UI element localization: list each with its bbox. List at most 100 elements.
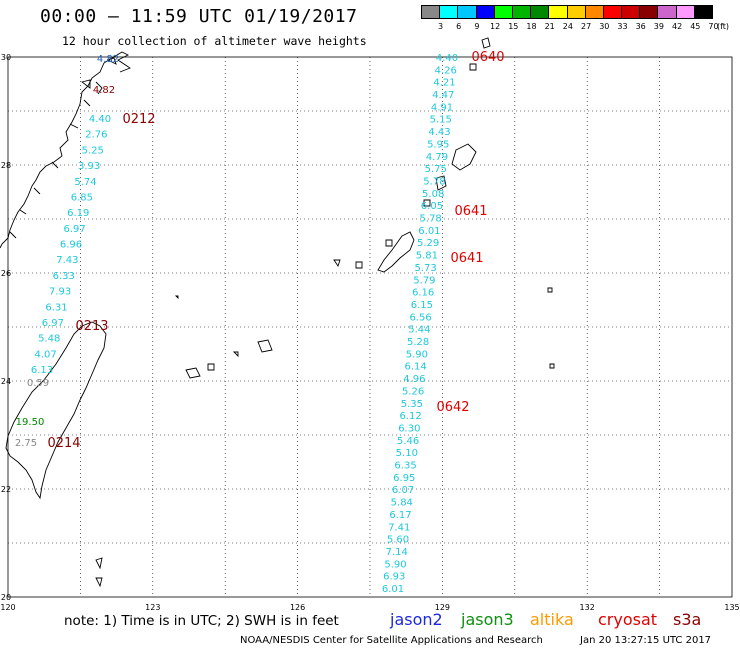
small-island-2 (385, 239, 393, 247)
wave-height-value: 6.01 (418, 226, 440, 237)
wave-height-value: 5.90 (384, 559, 406, 570)
miyako-island (257, 339, 273, 353)
wave-height-value: 7.14 (386, 547, 408, 558)
taiwan-island (5, 321, 107, 500)
wave-height-value: 6.12 (399, 411, 421, 422)
wave-height-value: 6.13 (31, 365, 53, 376)
wave-height-value: 6.95 (393, 473, 415, 484)
wave-height-value: 6.97 (63, 224, 85, 235)
china-coastline (0, 51, 131, 249)
colorbar-unit: (ft) (717, 22, 730, 31)
lat-lon-grid (7, 56, 733, 598)
wave-height-value: 6.97 (42, 318, 64, 329)
colorbar-tick-label: 24 (562, 22, 573, 31)
wave-height-value: 6.85 (71, 192, 93, 203)
wave-height-value: 6.31 (45, 302, 67, 313)
note-text: note: 1) Time is in UTC; 2) SWH is in fe… (64, 613, 339, 629)
okinawa-island (377, 231, 415, 273)
wave-height-value: 4.40 (436, 53, 458, 64)
wave-height-value: 5.25 (82, 145, 104, 156)
y-tick-label: 20 (1, 593, 11, 602)
wave-height-value: 5.10 (396, 448, 418, 459)
wave-height-value: 6.01 (382, 584, 404, 595)
x-tick-label: 135 (724, 603, 739, 612)
wave-height-value: 5.90 (406, 349, 428, 360)
footer-timestamp: Jan 20 13:27:15 UTC 2017 (580, 635, 712, 646)
amami-island (451, 143, 477, 171)
y-tick-label: 28 (1, 161, 11, 170)
colorbar-tick-label: 33 (617, 22, 628, 31)
wave-height-value: 6.96 (60, 240, 82, 251)
wave-height-value: 7.93 (49, 287, 71, 298)
small-island-4 (333, 259, 341, 268)
y-tick-label: 24 (1, 377, 11, 386)
colorbar-tick-label: 18 (526, 22, 537, 31)
colorbar-labels: (ft) 3 6 9 12 15 18 21 24 27 30 33 36 39 42 45 70 (421, 22, 740, 34)
wave-height-value: 6.14 (404, 362, 426, 373)
wave-height-value: 2.76 (85, 130, 107, 141)
x-tick-label: 132 (580, 603, 595, 612)
legend-altika: altika (530, 610, 574, 629)
small-island-1 (423, 199, 431, 207)
wave-height-value: 4.07 (34, 349, 56, 360)
colorbar-tick-label: 15 (508, 22, 519, 31)
pass-time-label: 0642 (436, 400, 469, 415)
ishigaki-island (185, 367, 201, 379)
wave-height-value: 6.05 (421, 201, 443, 212)
wave-height-value: 6.15 (411, 300, 433, 311)
wave-height-value: 5.73 (415, 263, 437, 274)
coastlines (0, 37, 555, 588)
wave-height-value: 5.44 (408, 325, 430, 336)
colorbar-tick-label: 45 (690, 22, 701, 31)
wave-height-value: 5.48 (38, 334, 60, 345)
map-subtitle: 12 hour collection of altimeter wave hei… (62, 34, 367, 48)
zhoushan-islands (80, 57, 117, 89)
wave-height-value: 6.35 (394, 461, 416, 472)
yaeyama-small (207, 351, 239, 371)
legend-jason3: jason3 (461, 610, 514, 629)
axis-ticks: 120 123 126 129 132 135 30 28 26 24 22 20 (0, 53, 739, 612)
legend-cryosat: cryosat (598, 610, 658, 629)
luzon-strait-islands (95, 557, 103, 588)
senkaku-islands (174, 295, 179, 300)
pass-time-label: 0641 (454, 204, 487, 219)
wave-height-value: 5.75 (425, 164, 447, 175)
wave-height-value: 5.29 (417, 238, 439, 249)
wave-height-value: 4.82 (97, 54, 119, 65)
pass-time-label: 0641 (450, 251, 483, 266)
colorbar-tick-label: 6 (456, 22, 462, 31)
wave-height-value: 4.82 (93, 85, 115, 96)
pass-time-label: 0212 (122, 112, 155, 127)
x-tick-label: 129 (435, 603, 450, 612)
colorbar-tick-label: 42 (672, 22, 683, 31)
small-island-3 (355, 261, 363, 269)
colorbar-tick-label: 36 (635, 22, 646, 31)
china-inlets (9, 81, 103, 239)
colorbar-tick-label: 27 (581, 22, 592, 31)
x-tick-label: 126 (290, 603, 305, 612)
wave-height-value: 5.15 (430, 115, 452, 126)
wave-height-value: 5.79 (413, 275, 435, 286)
colorbar (421, 5, 713, 19)
wave-height-value: 5.74 (74, 177, 96, 188)
colorbar-tick-label: 21 (544, 22, 555, 31)
colorbar-swatch (693, 5, 713, 19)
wave-height-value: 7.43 (56, 255, 78, 266)
wave-height-value: 6.33 (53, 271, 75, 282)
pass-time-label: 0213 (75, 319, 108, 334)
y-tick-label: 26 (1, 269, 11, 278)
wave-height-value: 0.59 (27, 378, 49, 389)
wave-height-value: 7.41 (388, 522, 410, 533)
yakushima (469, 63, 477, 71)
legend-jason2: jason2 (390, 610, 443, 629)
pass-time-label: 0640 (471, 50, 504, 65)
colorbar-tick-label: 3 (437, 22, 444, 31)
wave-height-value: 6.56 (409, 312, 431, 323)
wave-height-value: 6.19 (67, 208, 89, 219)
colorbar-tick-label: 30 (599, 22, 610, 31)
wave-height-value: 5.35 (401, 399, 423, 410)
wave-height-value: 6.17 (389, 510, 411, 521)
wave-height-value: 19.50 (16, 417, 45, 428)
legend-s3a: s3a (673, 610, 702, 629)
wave-height-value: 4.47 (432, 90, 454, 101)
